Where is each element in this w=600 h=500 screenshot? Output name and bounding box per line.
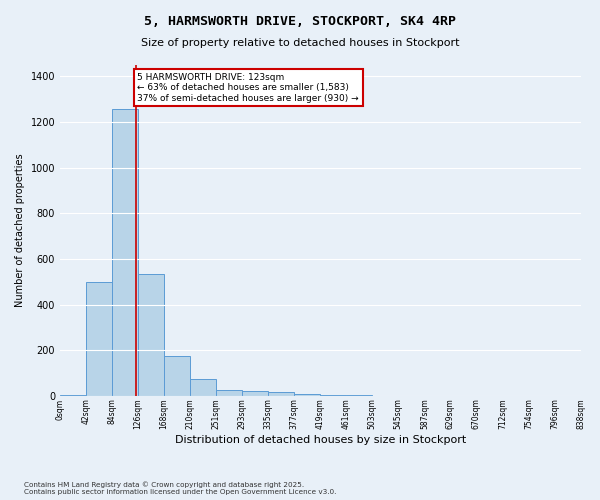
Text: 5, HARMSWORTH DRIVE, STOCKPORT, SK4 4RP: 5, HARMSWORTH DRIVE, STOCKPORT, SK4 4RP: [144, 15, 456, 28]
Bar: [138, 274, 164, 396]
Text: 5 HARMSWORTH DRIVE: 123sqm
← 63% of detached houses are smaller (1,583)
37% of s: 5 HARMSWORTH DRIVE: 123sqm ← 63% of deta…: [137, 73, 359, 103]
Y-axis label: Number of detached properties: Number of detached properties: [15, 154, 25, 307]
X-axis label: Distribution of detached houses by size in Stockport: Distribution of detached houses by size …: [175, 435, 466, 445]
Bar: [164, 356, 190, 396]
Bar: [294, 394, 320, 396]
Bar: [242, 391, 268, 396]
Bar: [112, 110, 138, 396]
Bar: [86, 282, 112, 396]
Bar: [320, 394, 346, 396]
Bar: [268, 392, 294, 396]
Text: Contains HM Land Registry data © Crown copyright and database right 2025.
Contai: Contains HM Land Registry data © Crown c…: [24, 482, 337, 495]
Bar: [190, 378, 216, 396]
Text: Size of property relative to detached houses in Stockport: Size of property relative to detached ho…: [141, 38, 459, 48]
Bar: [60, 395, 86, 396]
Bar: [216, 390, 242, 396]
